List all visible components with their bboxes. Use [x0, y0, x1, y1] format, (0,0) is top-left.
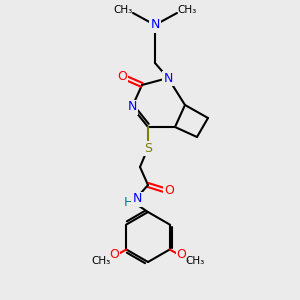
Text: O: O [110, 248, 119, 261]
Text: N: N [127, 100, 137, 113]
Text: H: H [123, 196, 133, 208]
Text: N: N [150, 19, 160, 32]
Text: O: O [177, 248, 187, 261]
Text: CH₃: CH₃ [185, 256, 204, 266]
Text: O: O [164, 184, 174, 196]
Text: S: S [144, 142, 152, 154]
Text: CH₃: CH₃ [177, 5, 196, 15]
Text: N: N [132, 193, 142, 206]
Text: N: N [163, 71, 173, 85]
Text: CH₃: CH₃ [113, 5, 133, 15]
Text: O: O [117, 70, 127, 83]
Text: CH₃: CH₃ [92, 256, 111, 266]
